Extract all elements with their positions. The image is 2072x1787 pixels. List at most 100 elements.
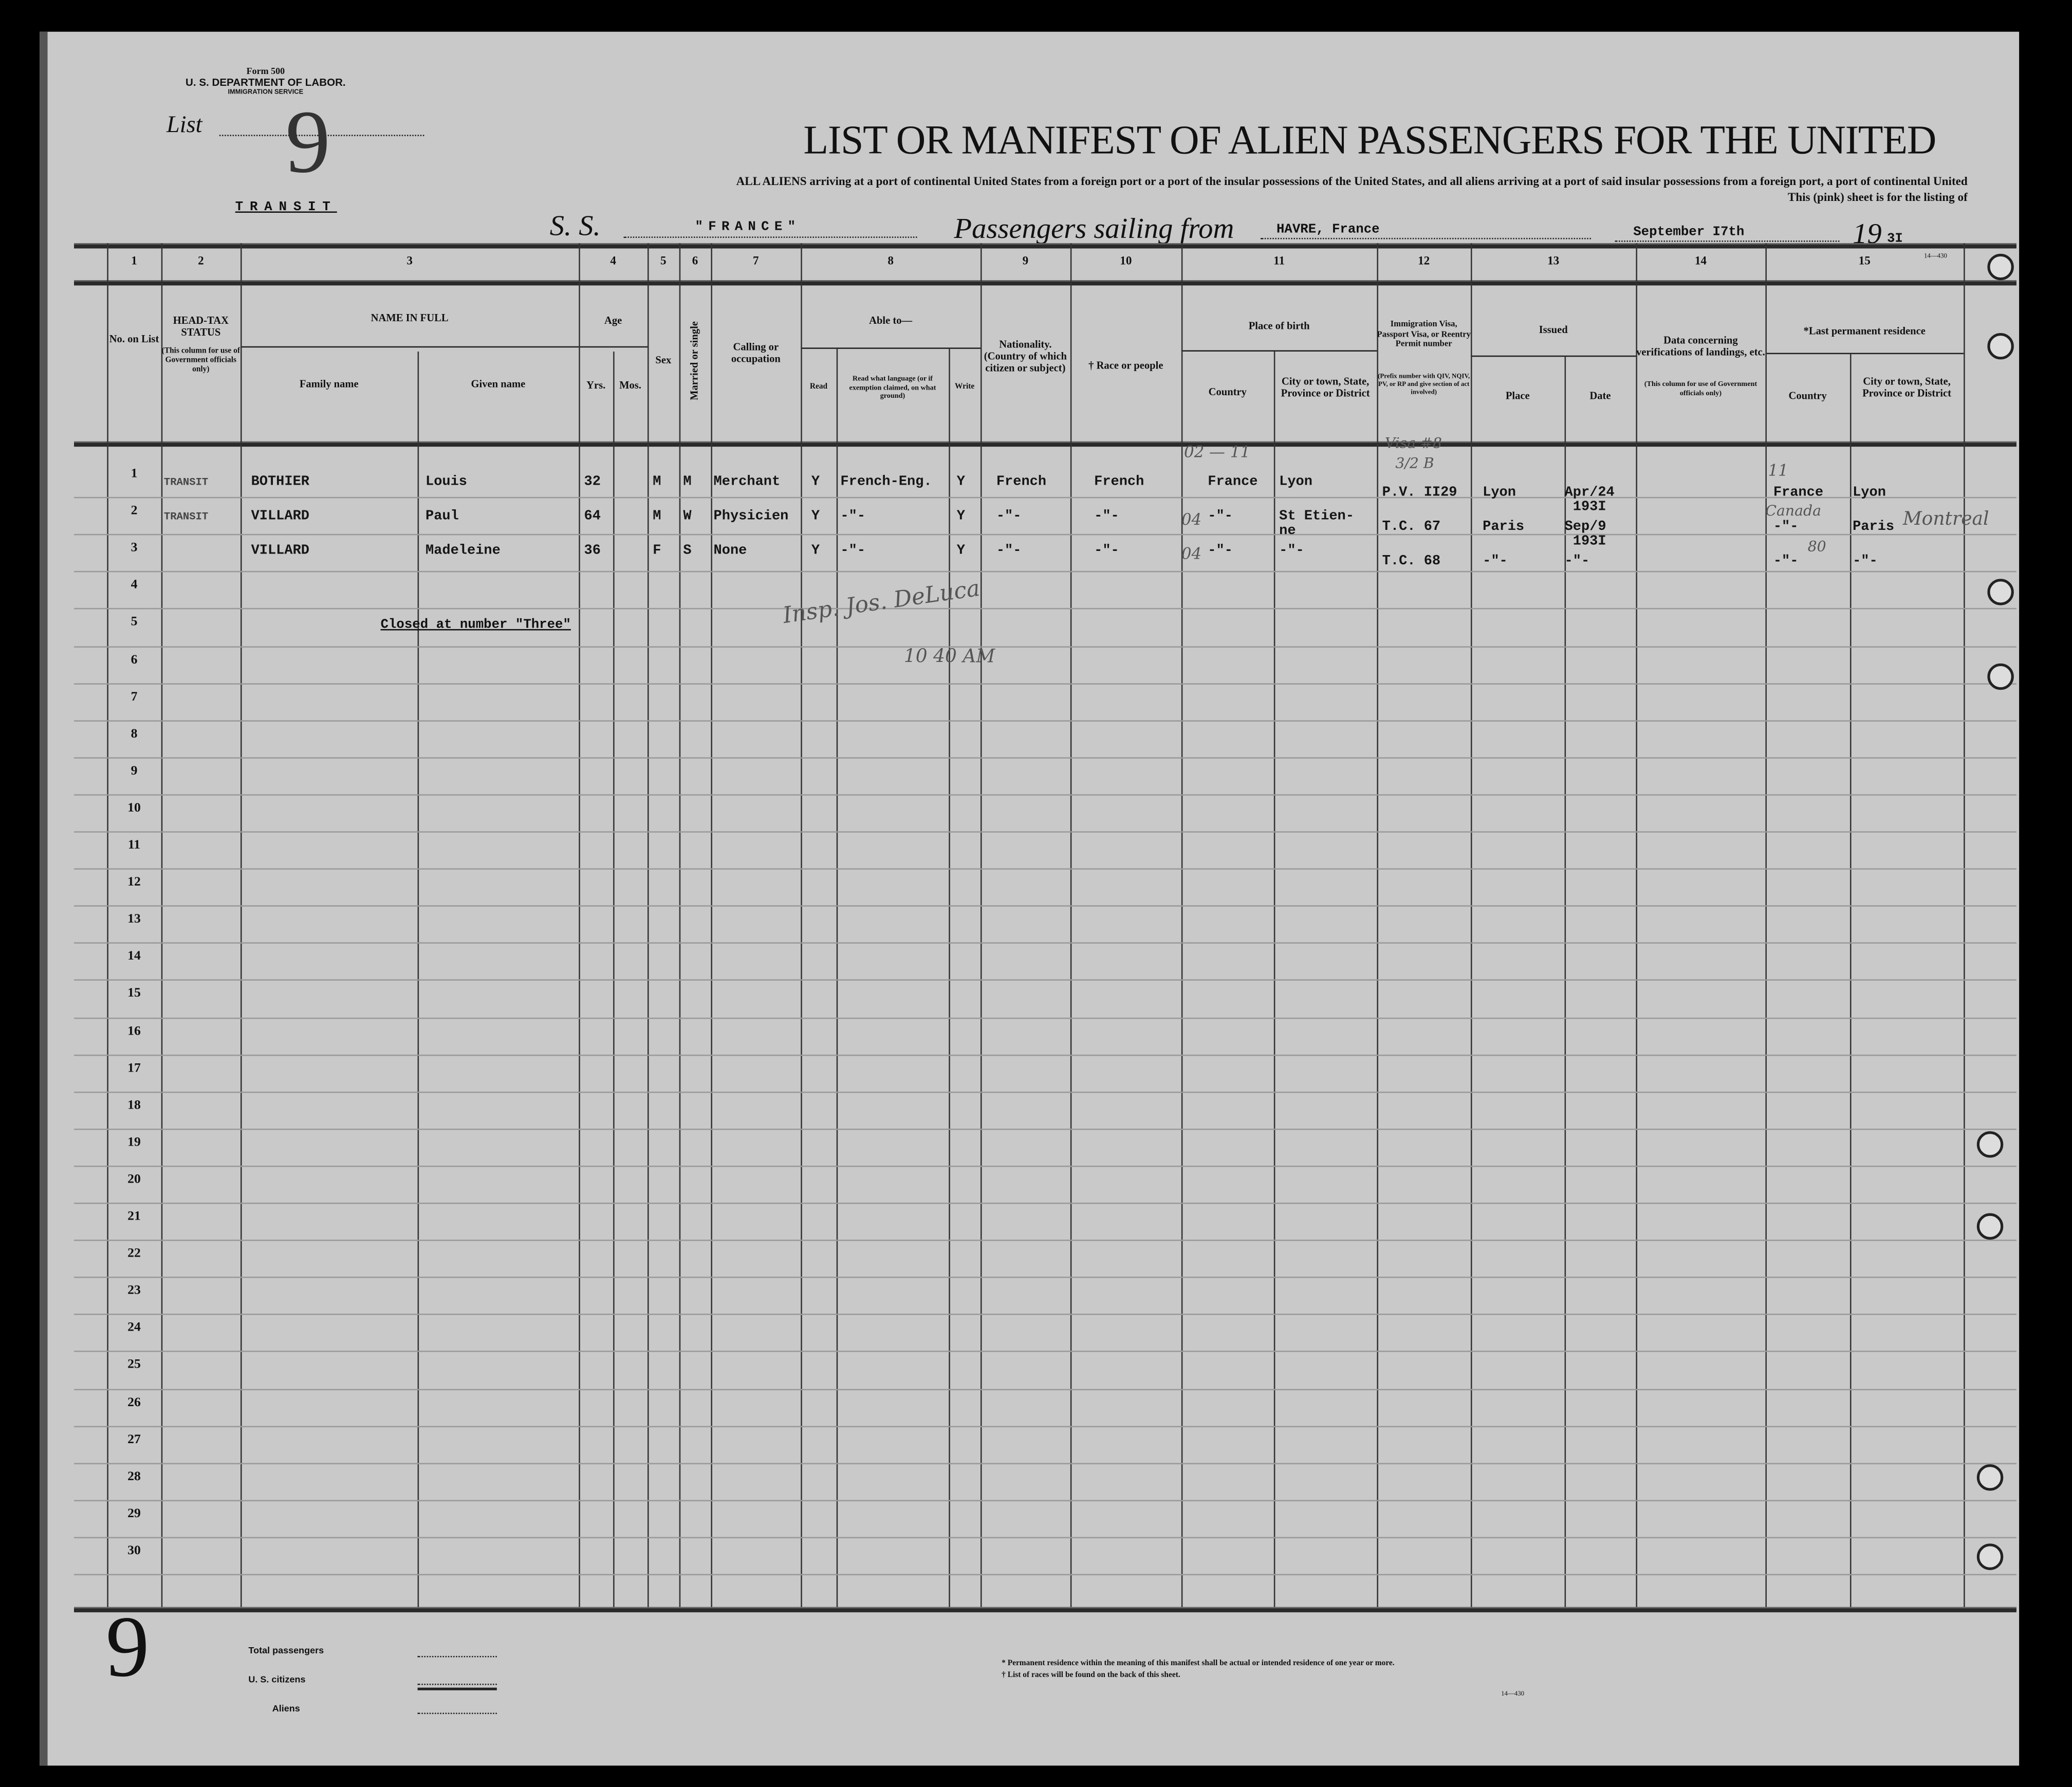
cell-race: -"- xyxy=(1094,508,1119,525)
header-married-single: Married or single xyxy=(688,321,700,400)
row-number: 3 xyxy=(131,541,138,556)
handwritten-residence-city-2: Montreal xyxy=(1902,508,1989,530)
ship-name: "FRANCE" xyxy=(695,220,801,235)
footnote-residence: * Permanent residence within the meaning… xyxy=(1002,1660,1395,1668)
row-line xyxy=(73,1277,2016,1279)
column-divider xyxy=(579,243,580,1607)
aliens-label: Aliens xyxy=(272,1705,300,1715)
cell-residence-city: -"- xyxy=(1853,554,1878,570)
subtitle-line1: ALL ALIENS arriving at a port of contine… xyxy=(736,174,1968,188)
header-no-on-list: No. on List xyxy=(109,333,159,345)
table-rule xyxy=(73,441,2016,447)
row-number: 21 xyxy=(127,1209,141,1224)
subheader-rule xyxy=(1181,350,1377,352)
row-line xyxy=(73,1017,2016,1019)
row-number: 4 xyxy=(131,578,138,593)
row-number: 16 xyxy=(127,1023,141,1038)
handwritten-residence-country-2: Canada xyxy=(1765,502,1821,520)
row-number: 6 xyxy=(131,652,138,667)
header-family-name: Family name xyxy=(299,378,359,390)
aliens-field xyxy=(417,1712,497,1715)
cell-residence-country: France xyxy=(1773,485,1824,501)
cell-birth-city: -"- xyxy=(1279,543,1304,559)
row-line xyxy=(73,720,2016,722)
handwritten-birth-code-2: 04 xyxy=(1181,510,1202,529)
cell-visa-number: T.C. 68 xyxy=(1382,554,1441,570)
column-number: 10 xyxy=(1120,253,1132,267)
port: HAVRE, France xyxy=(1276,223,1380,238)
row-number: 26 xyxy=(127,1395,141,1410)
cell-sex: F xyxy=(653,543,661,559)
cell-can-read: Y xyxy=(811,543,820,559)
row-number: 9 xyxy=(131,763,138,779)
table-rule xyxy=(73,243,2016,249)
ss-label: S. S. xyxy=(549,209,601,242)
header-occupation: Calling or occupation xyxy=(731,341,781,365)
row-number: 10 xyxy=(127,800,141,816)
cell-age-years: 64 xyxy=(584,508,601,525)
department: U. S. DEPARTMENT OF LABOR. xyxy=(186,77,346,89)
header-residence-city: City or town, State, Province or Distric… xyxy=(1862,375,1951,399)
row-line xyxy=(73,646,2016,647)
binder-hole xyxy=(1976,1543,2004,1570)
cell-language: French-Eng. xyxy=(840,474,932,490)
row-line xyxy=(73,831,2016,833)
form-code-bottom: 14—430 xyxy=(1501,1691,1525,1699)
cell-age-years: 36 xyxy=(584,543,601,559)
header-nationality: Nationality. (Country of which citizen o… xyxy=(984,338,1067,374)
row-number: 24 xyxy=(127,1320,141,1335)
subcolumn-divider xyxy=(836,348,838,1607)
row-line xyxy=(73,1500,2016,1501)
list-number-line xyxy=(219,135,424,136)
row-number: 30 xyxy=(127,1543,141,1558)
page-title: LIST OR MANIFEST OF ALIEN PASSENGERS FOR… xyxy=(803,116,1936,163)
subheader-rule xyxy=(1470,355,1636,357)
handwritten-residence-mark-3: 80 xyxy=(1807,538,1826,555)
cell-head-tax-stamp: TRANSIT xyxy=(163,511,209,524)
cell-residence-country: -"- xyxy=(1773,519,1799,536)
cell-issued-place: Paris xyxy=(1483,519,1525,536)
row-number: 2 xyxy=(131,503,138,519)
row-number: 1 xyxy=(131,466,138,481)
cell-can-write: Y xyxy=(956,508,965,525)
column-number: 5 xyxy=(660,253,667,267)
column-divider xyxy=(801,243,802,1607)
service: IMMIGRATION SERVICE xyxy=(228,88,304,97)
column-number: 1 xyxy=(131,253,137,267)
cell-language: -"- xyxy=(840,543,866,559)
cell-marital-status: M xyxy=(683,474,692,490)
handwritten-birth-code-3: 04 xyxy=(1181,544,1202,563)
cell-family-name: VILLARD xyxy=(251,543,309,559)
cell-marital-status: W xyxy=(683,508,692,525)
row-number: 23 xyxy=(127,1283,141,1298)
row-line xyxy=(73,497,2016,499)
cell-residence-country: -"- xyxy=(1773,554,1799,570)
cell-nationality: -"- xyxy=(996,543,1022,559)
header-sex: Sex xyxy=(655,354,672,366)
column-divider xyxy=(161,243,163,1607)
us-citizens-field xyxy=(417,1683,497,1690)
header-head-tax: HEAD-TAX STATUS xyxy=(173,314,229,339)
row-number: 20 xyxy=(127,1172,141,1187)
header-issued-place: Place xyxy=(1505,390,1530,402)
cell-issued-place: Lyon xyxy=(1483,485,1516,501)
header-head-tax-note: (This column for use of Government offic… xyxy=(161,347,240,374)
column-divider xyxy=(679,243,681,1607)
subtitle-line2: This (pink) sheet is for the listing of xyxy=(1787,190,1968,204)
subcolumn-divider xyxy=(613,351,615,1607)
header-place-of-birth: Place of birth xyxy=(1248,320,1310,332)
column-divider xyxy=(711,243,712,1607)
row-line xyxy=(73,1165,2016,1167)
column-divider xyxy=(1964,243,1965,1607)
row-line xyxy=(73,1202,2016,1204)
subcolumn-divider xyxy=(417,351,419,1607)
subheader-rule xyxy=(579,346,647,348)
cell-occupation: Physicien xyxy=(713,508,789,525)
cell-head-tax-stamp: TRANSIT xyxy=(163,477,209,489)
cell-nationality: French xyxy=(996,474,1047,490)
column-number: 4 xyxy=(610,253,616,267)
ship-line xyxy=(623,236,917,238)
header-read-language: Read what language (or if exemption clai… xyxy=(849,375,936,401)
binder-hole xyxy=(1976,1213,2004,1240)
cell-marital-status: S xyxy=(683,543,692,559)
